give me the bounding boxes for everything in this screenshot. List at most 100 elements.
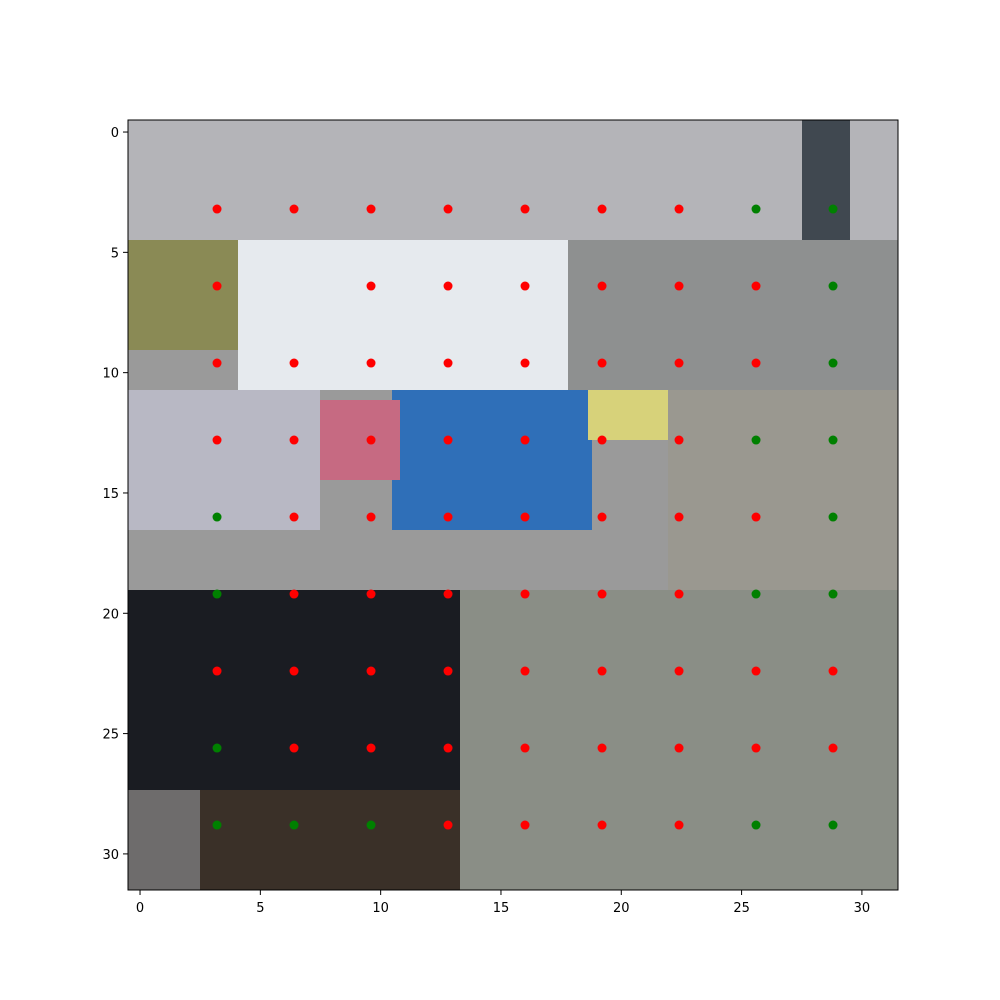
green-point xyxy=(212,512,222,522)
image-band-yellow xyxy=(588,390,668,440)
green-point xyxy=(751,589,761,599)
red-point xyxy=(674,820,684,830)
red-point xyxy=(366,666,376,676)
green-point xyxy=(212,820,222,830)
plot-area xyxy=(127,119,899,891)
green-point xyxy=(828,512,838,522)
y-tick-label: 25 xyxy=(102,728,119,743)
image-band-ground xyxy=(460,590,898,890)
image-band-right-dark xyxy=(802,120,850,240)
red-point xyxy=(212,358,222,368)
red-point xyxy=(289,358,299,368)
x-tick-label: 30 xyxy=(854,901,871,916)
red-point xyxy=(674,281,684,291)
green-point xyxy=(828,204,838,214)
red-point xyxy=(597,512,607,522)
red-point xyxy=(520,820,530,830)
x-axis: 0 5 10 15 20 25 30 xyxy=(136,890,870,916)
green-point xyxy=(828,589,838,599)
red-point xyxy=(443,435,453,445)
red-point xyxy=(751,743,761,753)
green-point xyxy=(828,435,838,445)
red-point xyxy=(366,358,376,368)
red-point xyxy=(443,743,453,753)
red-point xyxy=(520,281,530,291)
red-point xyxy=(520,512,530,522)
red-point xyxy=(674,666,684,676)
red-point xyxy=(674,589,684,599)
red-point xyxy=(520,204,530,214)
green-point xyxy=(751,204,761,214)
y-tick-label: 10 xyxy=(102,367,119,382)
y-tick-label: 0 xyxy=(111,126,119,141)
red-point xyxy=(674,204,684,214)
red-point xyxy=(751,281,761,291)
x-tick-label: 25 xyxy=(733,901,750,916)
green-point xyxy=(751,820,761,830)
red-point xyxy=(520,666,530,676)
red-point xyxy=(674,358,684,368)
red-point xyxy=(443,820,453,830)
red-point xyxy=(289,204,299,214)
red-point xyxy=(366,743,376,753)
y-tick-label: 20 xyxy=(102,607,119,622)
red-point xyxy=(443,666,453,676)
red-point xyxy=(520,743,530,753)
red-point xyxy=(443,281,453,291)
red-point xyxy=(520,435,530,445)
green-point xyxy=(828,281,838,291)
red-point xyxy=(366,281,376,291)
image-band-blue xyxy=(392,390,592,530)
red-point xyxy=(674,743,684,753)
image-band-left-mid xyxy=(128,390,320,530)
x-tick-label: 5 xyxy=(256,901,264,916)
red-point xyxy=(751,358,761,368)
red-point xyxy=(597,820,607,830)
green-point xyxy=(366,820,376,830)
red-point xyxy=(289,589,299,599)
red-point xyxy=(828,743,838,753)
red-point xyxy=(443,512,453,522)
red-point xyxy=(212,435,222,445)
red-point xyxy=(443,589,453,599)
red-point xyxy=(751,512,761,522)
green-point xyxy=(289,820,299,830)
green-point xyxy=(212,589,222,599)
y-tick-label: 30 xyxy=(102,848,119,863)
red-point xyxy=(443,204,453,214)
red-point xyxy=(289,512,299,522)
red-point xyxy=(366,589,376,599)
red-point xyxy=(597,281,607,291)
red-point xyxy=(212,281,222,291)
y-tick-label: 15 xyxy=(102,487,119,502)
green-point xyxy=(212,743,222,753)
red-point xyxy=(289,743,299,753)
x-tick-label: 15 xyxy=(493,901,510,916)
image-band-pink xyxy=(320,400,400,480)
red-point xyxy=(520,358,530,368)
image-band-dark-lower xyxy=(200,790,460,890)
red-point xyxy=(674,512,684,522)
red-point xyxy=(520,589,530,599)
red-point xyxy=(443,358,453,368)
red-point xyxy=(597,589,607,599)
green-point xyxy=(828,358,838,368)
red-point xyxy=(597,743,607,753)
red-point xyxy=(289,435,299,445)
red-point xyxy=(597,204,607,214)
x-tick-label: 20 xyxy=(613,901,630,916)
red-point xyxy=(597,435,607,445)
red-point xyxy=(597,666,607,676)
image-band-sky xyxy=(128,120,898,240)
red-point xyxy=(212,204,222,214)
red-point xyxy=(289,666,299,676)
x-tick-label: 10 xyxy=(372,901,389,916)
red-point xyxy=(366,204,376,214)
image-band-olive xyxy=(128,240,238,350)
red-point xyxy=(366,512,376,522)
image-band-white-vehicle xyxy=(238,240,568,390)
red-point xyxy=(597,358,607,368)
y-tick-label: 5 xyxy=(111,246,119,261)
red-point xyxy=(828,666,838,676)
